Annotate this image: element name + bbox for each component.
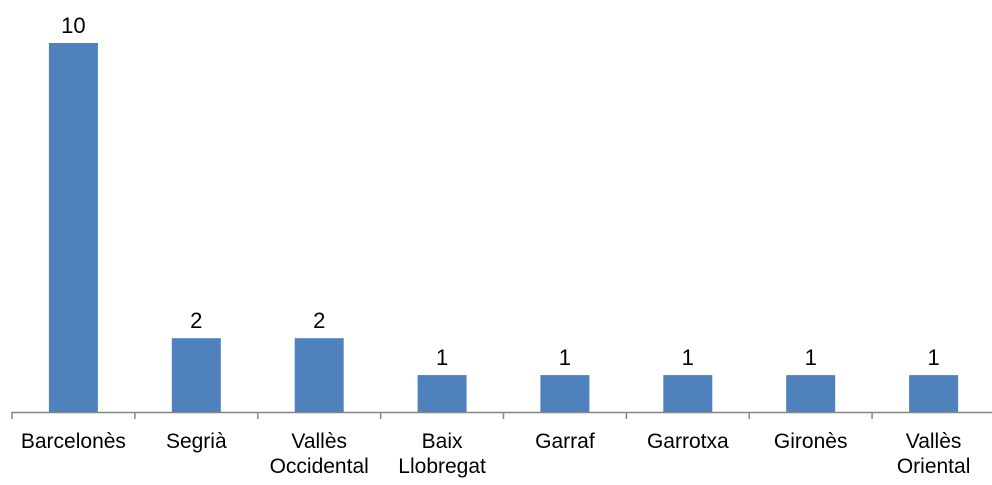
data-label-4: 1 xyxy=(559,345,571,370)
x-tick-label-line: Baix xyxy=(422,430,463,453)
x-tick-label-line: Occidental xyxy=(270,455,369,478)
data-label-2: 2 xyxy=(313,308,325,333)
x-tick-label-6: Gironès xyxy=(774,430,848,453)
x-tick-label-line: Garrotxa xyxy=(647,430,729,453)
x-tick-label-3: Baix Llobregat xyxy=(398,430,486,478)
x-tick-label-0: Barcelonès xyxy=(21,430,126,453)
data-labels-group: 10 2 2 1 1 1 1 1 xyxy=(61,13,940,370)
data-label-7: 1 xyxy=(927,345,939,370)
bar-2 xyxy=(295,338,344,412)
x-tick-label-2: Vallès Occidental xyxy=(270,430,369,478)
data-label-1: 2 xyxy=(190,308,202,333)
bar-7 xyxy=(909,375,958,412)
data-label-6: 1 xyxy=(805,345,817,370)
data-label-3: 1 xyxy=(436,345,448,370)
x-tick-label-line: Barcelonès xyxy=(21,430,126,453)
bar-0 xyxy=(49,43,98,412)
x-tick-label-5: Garrotxa xyxy=(647,430,729,453)
data-label-5: 1 xyxy=(682,345,694,370)
x-tick-label-1: Segrià xyxy=(166,430,227,453)
bar-6 xyxy=(786,375,835,412)
bars-group xyxy=(49,43,958,412)
x-tick-label-line: Oriental xyxy=(897,455,971,478)
bar-1 xyxy=(172,338,221,412)
x-tick-label-line: Garraf xyxy=(535,430,595,453)
x-tick-label-line: Llobregat xyxy=(398,455,486,478)
x-tick-label-line: Vallès xyxy=(906,430,962,453)
x-axis xyxy=(12,412,992,419)
bar-5 xyxy=(663,375,712,412)
x-tick-label-7: Vallès Oriental xyxy=(897,430,971,478)
x-tick-label-line: Gironès xyxy=(774,430,848,453)
bar-3 xyxy=(418,375,467,412)
data-label-0: 10 xyxy=(61,13,85,38)
bar-4 xyxy=(540,375,589,412)
x-tick-label-4: Garraf xyxy=(535,430,595,453)
x-tick-label-line: Vallès xyxy=(291,430,347,453)
x-tick-label-line: Segrià xyxy=(166,430,227,453)
